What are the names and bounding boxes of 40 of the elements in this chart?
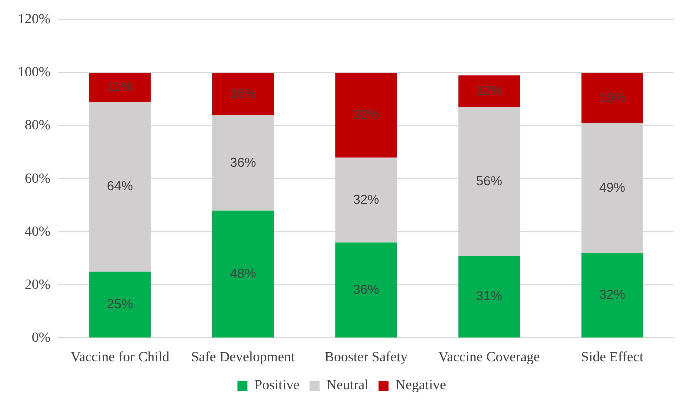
data-label: 48% [230,266,257,281]
bar [212,73,274,116]
y-tick-label: 80% [24,118,51,134]
data-label: 32% [599,287,626,302]
data-label: 19% [599,90,626,105]
data-label: 31% [476,288,503,304]
legend-label: Neutral [326,378,369,394]
data-label: 25% [107,296,134,312]
y-tick-label: 120% [18,12,51,28]
bar [582,253,644,338]
data-label: 64% [107,178,134,194]
y-tick-label: 100% [18,66,51,81]
x-tick-label: Vaccine Coverage [438,350,540,366]
bar [336,242,398,338]
bar [582,73,644,124]
data-label: 12% [476,83,503,98]
y-tick-label: 40% [24,224,51,240]
y-tick-label: 0% [32,330,51,346]
data-label: 36% [353,282,380,297]
y-tick-label: 60% [24,172,51,187]
bar [336,73,398,158]
data-label: 49% [599,180,626,195]
bar [89,272,151,338]
x-tick-label: Safe Development [191,350,296,366]
x-tick-label: Booster Safety [324,350,408,366]
bar [212,210,274,338]
y-tick-label: 20% [24,278,51,293]
legend-label: Negative [396,378,446,394]
x-tick-label: Vaccine for Child [70,350,170,366]
data-label: 16% [230,86,257,101]
data-label: 36% [230,154,257,170]
bar [458,256,520,338]
bar [89,73,151,102]
x-tick-label: Side Effect [581,350,644,366]
data-label: 11% [108,79,134,94]
data-label: 56% [476,173,503,188]
bar [458,76,520,108]
data-label: 32% [353,192,380,207]
data-label: 32% [353,107,380,122]
legend-label: Positive [254,378,300,394]
